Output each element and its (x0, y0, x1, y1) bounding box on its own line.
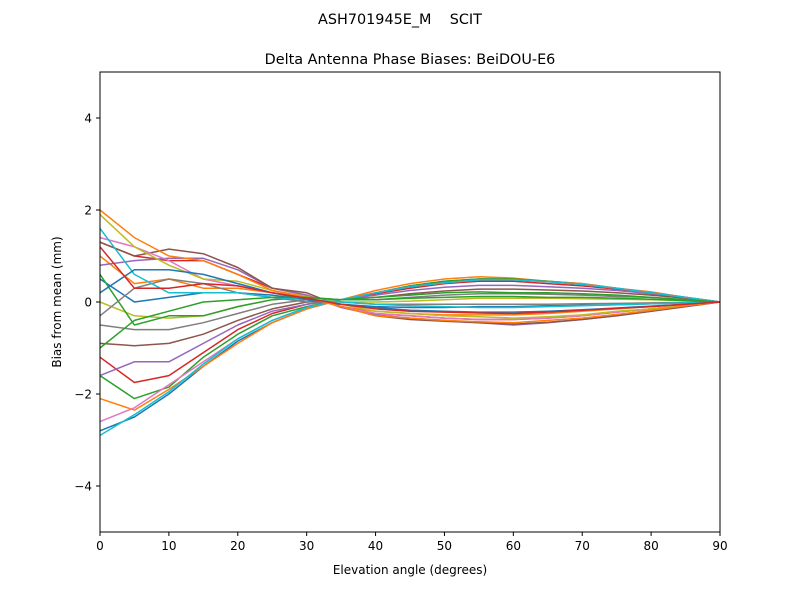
x-tick-label: 40 (368, 539, 383, 553)
series-line-6 (99, 288, 721, 347)
chart-title: Delta Antenna Phase Biases: BeiDOU-E6 (265, 52, 556, 68)
y-axis-label: Bias from mean (mm) (50, 236, 64, 367)
x-tick-label: 10 (161, 539, 176, 553)
x-axis-ticks: 0 10 20 30 40 50 60 70 80 90 (96, 532, 728, 553)
y-tick-label: −4 (74, 480, 92, 494)
y-tick-label: 4 (84, 112, 92, 126)
x-tick-label: 30 (299, 539, 314, 553)
y-tick-label: 0 (84, 296, 92, 310)
x-tick-label: 70 (575, 539, 590, 553)
series-line-16 (99, 241, 721, 325)
series-line-20 (99, 227, 721, 309)
x-tick-label: 60 (506, 539, 521, 553)
x-tick-label: 80 (643, 539, 658, 553)
series-line-8 (99, 292, 721, 331)
x-tick-label: 50 (437, 539, 452, 553)
series-line-13 (99, 273, 721, 326)
y-tick-label: 2 (84, 204, 92, 218)
series-line-22 (99, 209, 721, 324)
plot-lines (99, 209, 721, 437)
axes-frame (99, 71, 721, 533)
x-tick-label: 90 (712, 539, 727, 553)
series-line-24 (99, 246, 721, 315)
series-line-23 (99, 295, 721, 349)
series-line-5 (99, 284, 721, 377)
x-tick-label: 20 (230, 539, 245, 553)
x-axis-label: Elevation angle (degrees) (333, 563, 487, 577)
series-line-19 (99, 214, 721, 319)
x-tick-label: 0 (96, 539, 104, 553)
series-line-10 (99, 279, 721, 437)
chart-suptitle: ASH701945E_M SCIT (318, 12, 482, 28)
y-tick-label: −2 (74, 388, 92, 402)
y-axis-ticks: −4 −2 0 2 4 (74, 112, 100, 494)
series-line-4 (99, 280, 721, 384)
